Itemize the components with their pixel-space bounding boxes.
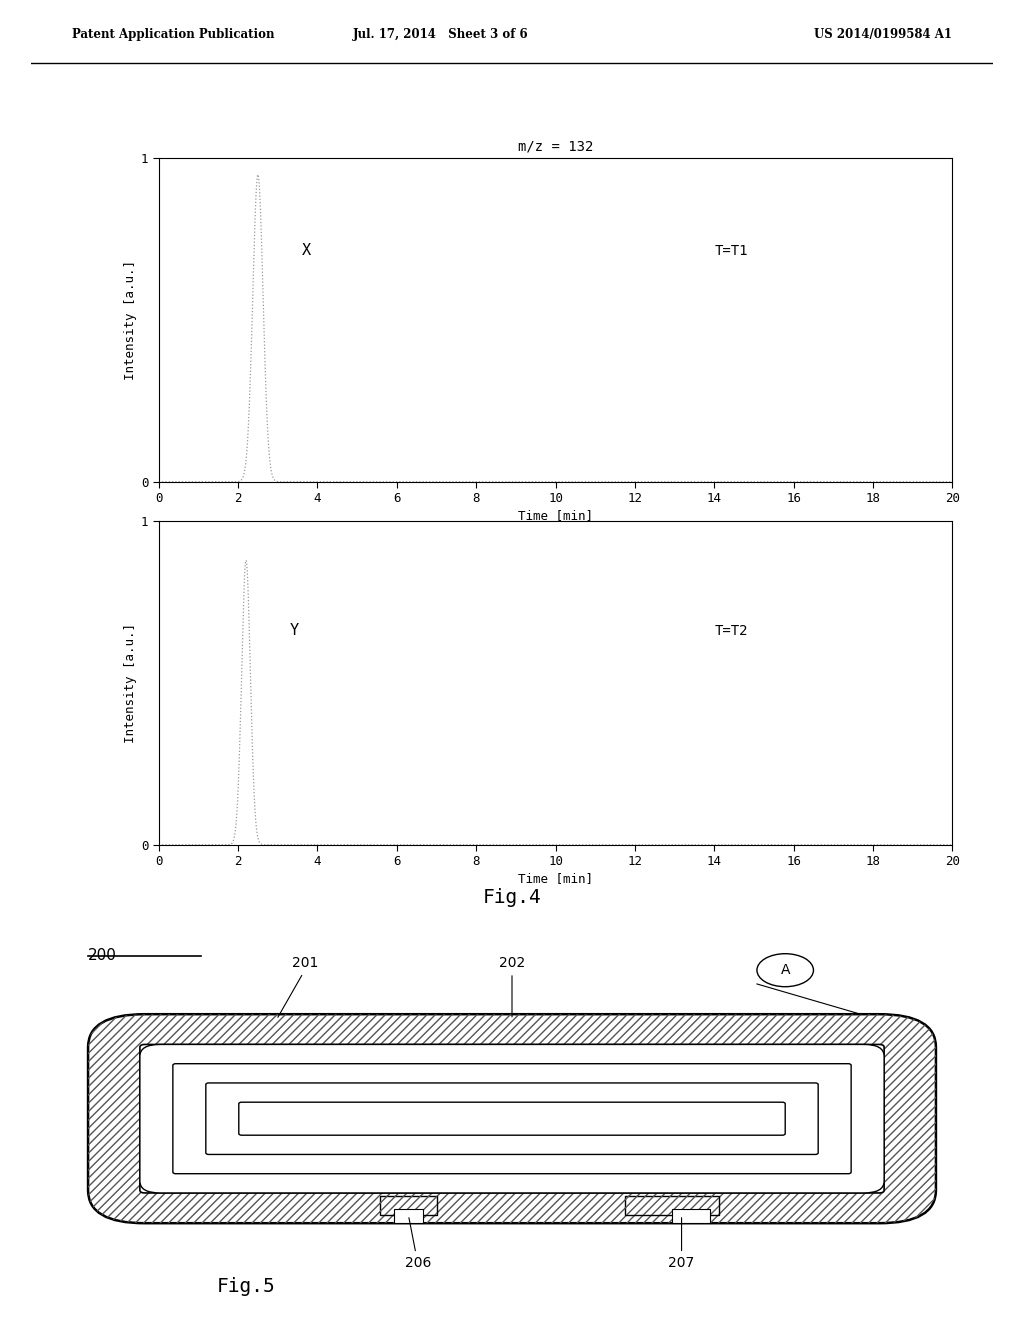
Text: 200: 200	[88, 948, 117, 964]
Text: T=T2: T=T2	[715, 623, 748, 638]
Y-axis label: Intensity [a.u.]: Intensity [a.u.]	[124, 260, 136, 380]
Text: X: X	[302, 243, 310, 259]
Text: 202: 202	[499, 956, 525, 1016]
FancyBboxPatch shape	[140, 1044, 884, 1193]
Bar	[672, 1209, 710, 1224]
FancyBboxPatch shape	[88, 1014, 936, 1224]
Text: Fig.5: Fig.5	[216, 1278, 275, 1296]
FancyBboxPatch shape	[206, 1082, 818, 1155]
Text: 206: 206	[404, 1217, 431, 1270]
Text: Patent Application Publication: Patent Application Publication	[72, 28, 274, 41]
X-axis label: Time [min]: Time [min]	[518, 873, 593, 886]
Text: Fig.4: Fig.4	[482, 888, 542, 907]
Bar	[394, 1209, 423, 1224]
Bar	[380, 1196, 436, 1214]
X-axis label: Time [min]: Time [min]	[518, 510, 593, 523]
Bar	[380, 1196, 436, 1214]
Bar	[625, 1196, 719, 1214]
Text: Jul. 17, 2014   Sheet 3 of 6: Jul. 17, 2014 Sheet 3 of 6	[352, 28, 528, 41]
Text: A: A	[780, 964, 790, 977]
Text: Y: Y	[290, 623, 299, 638]
FancyBboxPatch shape	[173, 1064, 851, 1173]
Title: m/z = 132: m/z = 132	[518, 139, 593, 153]
Text: T=T1: T=T1	[715, 244, 748, 259]
Y-axis label: Intensity [a.u.]: Intensity [a.u.]	[124, 623, 136, 743]
Bar	[625, 1196, 719, 1214]
Text: US 2014/0199584 A1: US 2014/0199584 A1	[814, 28, 952, 41]
Text: 201: 201	[278, 956, 317, 1018]
Text: 207: 207	[669, 1218, 694, 1270]
FancyBboxPatch shape	[140, 1044, 884, 1193]
FancyBboxPatch shape	[239, 1102, 785, 1135]
